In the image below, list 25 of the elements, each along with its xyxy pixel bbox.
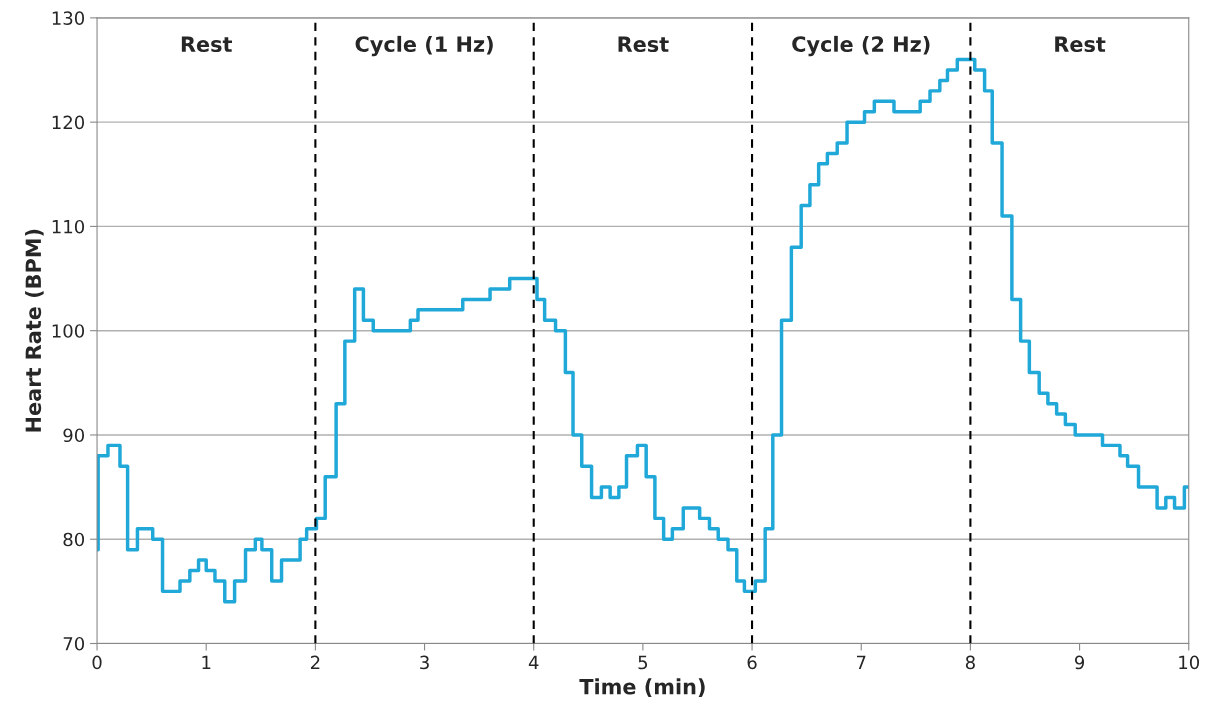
annotation: Cycle (1 Hz) bbox=[355, 35, 493, 57]
x-tick-label: 6 bbox=[747, 655, 757, 670]
x-tick-label: 8 bbox=[965, 655, 975, 670]
annotation: Cycle (2 Hz) bbox=[792, 35, 930, 57]
y-tick-label: 70 bbox=[63, 636, 85, 651]
x-tick-label: 4 bbox=[528, 655, 539, 670]
y-tick-label: 100 bbox=[52, 324, 85, 338]
x-tick-label: 5 bbox=[638, 655, 648, 670]
annotation: Rest bbox=[618, 36, 669, 53]
y-tick-label: 110 bbox=[52, 219, 85, 234]
y-tick-label: 80 bbox=[63, 532, 85, 547]
x-tick-label: 2 bbox=[310, 655, 320, 670]
annotation: Rest bbox=[1055, 36, 1106, 53]
y-tick-label: 90 bbox=[63, 428, 85, 443]
x-tick-label: 0 bbox=[92, 655, 102, 670]
x-tick-label: 9 bbox=[1074, 655, 1085, 670]
x-tick-label: 1 bbox=[202, 655, 211, 670]
x-axis-title: Time (min) bbox=[579, 678, 705, 697]
y-axis-title: Heart Rate (BPM) bbox=[25, 229, 44, 432]
annotation: Rest bbox=[181, 36, 232, 53]
y-tick-label: 120 bbox=[52, 115, 85, 130]
x-tick-label: 10 bbox=[1179, 655, 1200, 670]
x-tick-label: 7 bbox=[856, 655, 866, 670]
x-tick-label: 3 bbox=[420, 655, 429, 670]
y-tick-label: 130 bbox=[52, 11, 85, 25]
